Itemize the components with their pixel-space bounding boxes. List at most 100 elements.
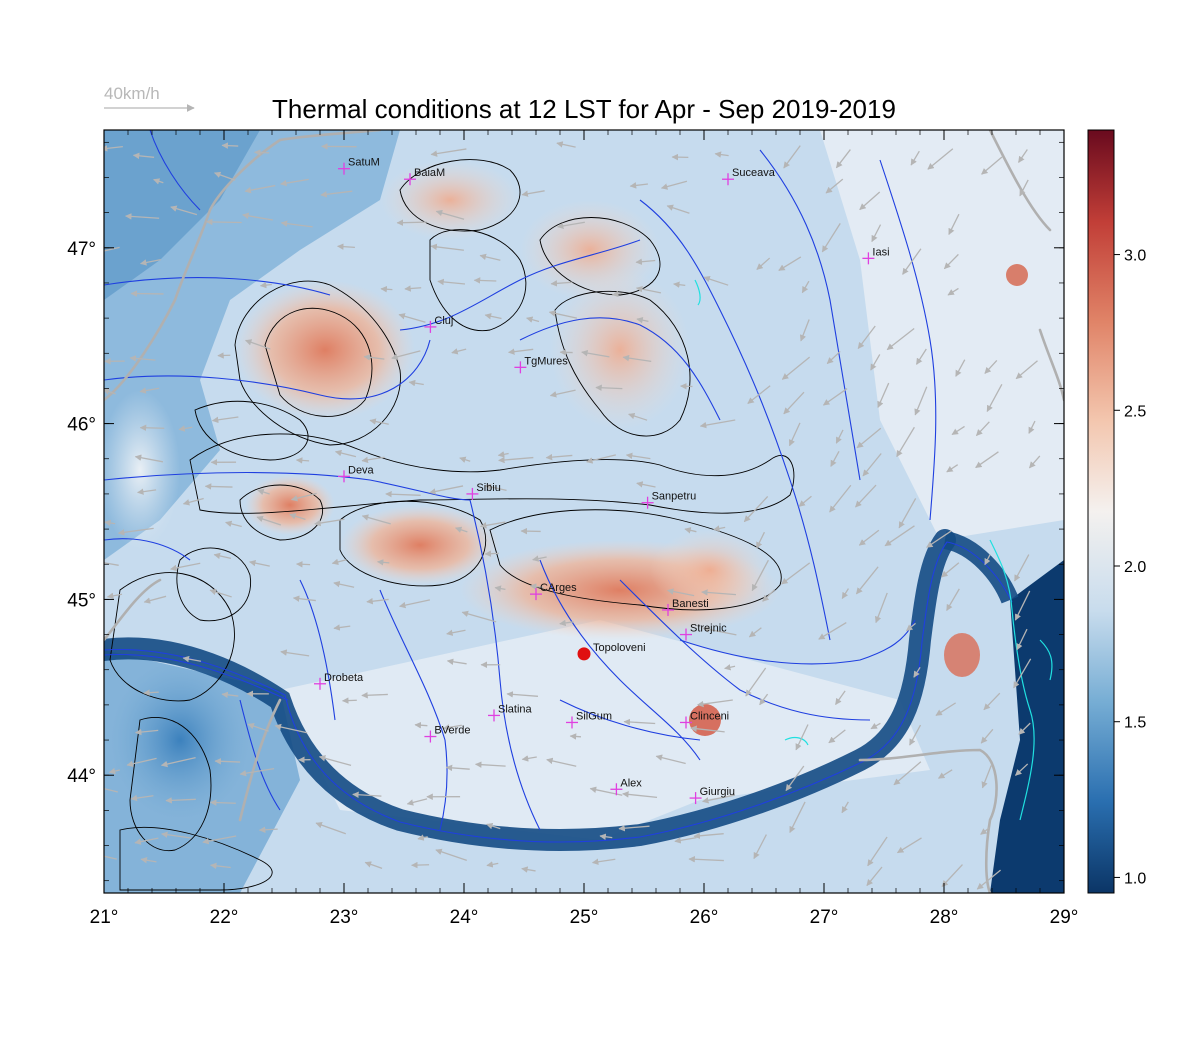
wind-arrow xyxy=(532,555,547,562)
wind-arrow xyxy=(442,724,462,731)
wind-arrow xyxy=(139,387,160,394)
wind-arrow xyxy=(688,855,724,863)
wind-arrow xyxy=(858,529,880,546)
wind-arrow xyxy=(821,223,841,253)
wind-arrow xyxy=(406,798,428,806)
wind-arrow xyxy=(569,733,581,740)
wind-arrow xyxy=(548,310,578,319)
wind-arrow xyxy=(521,866,536,873)
wind-arrow xyxy=(701,589,737,596)
wind-arrow xyxy=(986,384,1003,412)
wind-arrow xyxy=(975,421,990,437)
wind-arrow xyxy=(855,566,879,595)
wind-arrow xyxy=(938,769,953,779)
wind-arrow xyxy=(893,761,922,786)
wind-arrow xyxy=(213,171,236,181)
wind-arrow xyxy=(182,497,204,506)
wind-arrow xyxy=(745,667,767,697)
wind-arrow xyxy=(748,627,762,638)
highlight-station-label: Topoloveni xyxy=(593,642,646,654)
wind-arrow xyxy=(915,348,927,365)
wind-arrow xyxy=(980,728,994,744)
wind-arrow xyxy=(396,219,427,226)
station-label: Alex xyxy=(620,777,642,789)
station-label: BaiaM xyxy=(414,167,445,179)
danube-plain-region xyxy=(280,620,930,840)
wind-arrow xyxy=(429,485,464,495)
wind-arrow xyxy=(905,622,916,632)
wind-arrow xyxy=(622,354,652,363)
wind-arrow xyxy=(333,580,355,588)
wind-arrow xyxy=(484,550,499,557)
station-label: TgMures xyxy=(524,355,568,367)
station-label: Banesti xyxy=(672,598,709,610)
wind-arrow xyxy=(451,348,467,355)
wind-arrow xyxy=(129,355,156,362)
colorbar-tick-label: 1.5 xyxy=(1124,715,1146,732)
pale-bihor xyxy=(104,390,180,550)
wind-arrow xyxy=(867,836,888,867)
wind-arrow xyxy=(557,221,585,230)
wind-arrow xyxy=(106,592,123,600)
lon-tick-label: 22° xyxy=(210,907,239,928)
wind-arrow xyxy=(170,562,201,572)
wind-arrow xyxy=(165,797,196,804)
wind-arrow xyxy=(586,454,616,464)
wind-arrow xyxy=(361,691,388,699)
wind-arrow xyxy=(320,190,353,198)
wind-arrow xyxy=(910,150,920,166)
wind-arrow xyxy=(818,621,847,640)
wind-arrow xyxy=(799,319,810,342)
station-label: Iasi xyxy=(872,246,889,258)
wind-arrow xyxy=(976,869,1001,890)
wind-arrow xyxy=(295,457,310,464)
station-label: Drobeta xyxy=(324,672,364,684)
wind-arrow xyxy=(857,325,876,350)
station-label: Giurgiu xyxy=(700,786,735,798)
wind-arrow xyxy=(289,513,306,521)
wind-arrow xyxy=(674,836,697,844)
wind-arrow xyxy=(280,649,310,657)
wind-arrow xyxy=(946,464,959,473)
wind-arrow xyxy=(247,723,269,732)
wind-arrow xyxy=(364,861,383,870)
wind-arrow xyxy=(886,328,915,351)
wind-arrow xyxy=(1028,420,1036,434)
wind-arrow xyxy=(581,349,610,358)
wind-arrow xyxy=(484,483,507,491)
station-label: Strejnic xyxy=(690,623,727,635)
wind-arrow xyxy=(130,794,154,802)
wind-arrow xyxy=(546,757,577,767)
wind-arrow xyxy=(446,658,467,665)
wind-arrow xyxy=(134,454,164,463)
wind-arrow xyxy=(1018,149,1028,163)
wind-arrow xyxy=(126,757,157,768)
colorbar-gradient xyxy=(1087,129,1115,894)
wind-arrow xyxy=(290,492,317,502)
wind-arrow xyxy=(404,285,422,292)
wind-arrow xyxy=(927,148,954,170)
wind-arrow xyxy=(479,253,501,261)
wind-arrow xyxy=(781,562,811,585)
wind-arrow xyxy=(948,213,960,235)
wind-arrow xyxy=(684,527,697,534)
wind-arrow xyxy=(134,837,159,845)
wind-arrow xyxy=(204,483,233,490)
lat-tick-label: 46° xyxy=(67,415,96,436)
wind-arrow xyxy=(983,692,1001,711)
highlight-station-marker xyxy=(577,647,591,661)
wind-arrow xyxy=(789,801,806,834)
wind-arrow xyxy=(826,350,841,365)
wind-arrow xyxy=(225,520,242,528)
wind-arrow xyxy=(125,213,160,220)
wind-arrow xyxy=(798,495,812,507)
wind-arrow xyxy=(756,257,771,270)
wind-arrow xyxy=(333,624,351,631)
wind-arrow xyxy=(611,290,623,298)
wind-arrow xyxy=(909,724,922,746)
wind-arrow xyxy=(795,724,809,751)
wind-arrow xyxy=(376,559,390,566)
wind-arrow xyxy=(693,832,724,840)
wind-arrow xyxy=(209,588,232,598)
wind-arrow xyxy=(280,220,313,228)
